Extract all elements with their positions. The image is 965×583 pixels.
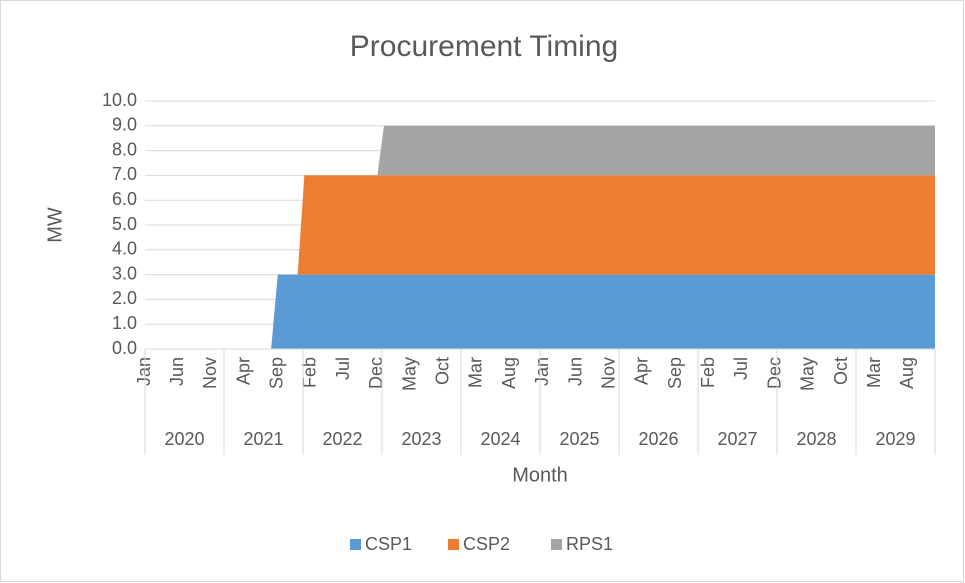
x-tick-label: Jan bbox=[532, 357, 552, 386]
year-label: 2022 bbox=[322, 429, 362, 449]
x-tick-label: Sep bbox=[665, 357, 685, 389]
y-tick-label: 2.0 bbox=[112, 288, 137, 308]
x-tick-label: Nov bbox=[200, 357, 220, 389]
x-axis-title: Month bbox=[512, 464, 568, 486]
legend-swatch bbox=[350, 539, 361, 550]
year-label: 2029 bbox=[875, 429, 915, 449]
year-label: 2028 bbox=[796, 429, 836, 449]
year-label: 2021 bbox=[243, 429, 283, 449]
x-tick-label: Dec bbox=[764, 357, 784, 389]
y-tick-label: 7.0 bbox=[112, 164, 137, 184]
legend-label: RPS1 bbox=[566, 534, 613, 554]
x-tick-label: Aug bbox=[499, 357, 519, 389]
area bbox=[145, 274, 935, 349]
y-tick-label: 8.0 bbox=[112, 139, 137, 159]
year-label: 2024 bbox=[480, 429, 520, 449]
y-tick-label: 5.0 bbox=[112, 214, 137, 234]
x-tick-label: Oct bbox=[432, 357, 452, 385]
year-label: 2020 bbox=[164, 429, 204, 449]
y-tick-label: 9.0 bbox=[112, 115, 137, 135]
y-tick-label: 1.0 bbox=[112, 313, 137, 333]
x-tick-label: Feb bbox=[300, 357, 320, 388]
x-tick-label: Apr bbox=[233, 357, 253, 385]
year-label: 2027 bbox=[717, 429, 757, 449]
x-tick-label: Oct bbox=[831, 357, 851, 385]
y-tick-label: 3.0 bbox=[112, 263, 137, 283]
area bbox=[145, 125, 935, 349]
legend-swatch bbox=[448, 539, 459, 550]
x-tick-label: Aug bbox=[897, 357, 917, 389]
y-tick-label: 10.0 bbox=[102, 90, 137, 110]
y-axis-title: MW bbox=[44, 207, 66, 243]
x-tick-label: Sep bbox=[267, 357, 287, 389]
x-tick-label: Mar bbox=[864, 357, 884, 388]
x-tick-label: Feb bbox=[698, 357, 718, 388]
y-tick-label: 4.0 bbox=[112, 239, 137, 259]
x-tick-label: Jul bbox=[333, 357, 353, 380]
year-label: 2025 bbox=[559, 429, 599, 449]
x-tick-label: Apr bbox=[632, 357, 652, 385]
x-tick-label: Dec bbox=[366, 357, 386, 389]
x-tick-label: Jun bbox=[167, 357, 187, 386]
x-tick-label: Jul bbox=[731, 357, 751, 380]
legend-label: CSP2 bbox=[463, 534, 510, 554]
x-tick-label: Jun bbox=[565, 357, 585, 386]
x-tick-label: Jan bbox=[134, 357, 154, 386]
legend-label: CSP1 bbox=[365, 534, 412, 554]
x-tick-label: Nov bbox=[598, 357, 618, 389]
area bbox=[145, 175, 935, 349]
y-tick-label: 6.0 bbox=[112, 189, 137, 209]
legend-swatch bbox=[551, 539, 562, 550]
x-tick-label: May bbox=[798, 357, 818, 391]
y-tick-label: 0.0 bbox=[112, 338, 137, 358]
year-label: 2026 bbox=[638, 429, 678, 449]
x-tick-label: Mar bbox=[466, 357, 486, 388]
x-tick-label: May bbox=[399, 357, 419, 391]
chart-title: Procurement Timing bbox=[350, 30, 618, 63]
year-label: 2023 bbox=[401, 429, 441, 449]
